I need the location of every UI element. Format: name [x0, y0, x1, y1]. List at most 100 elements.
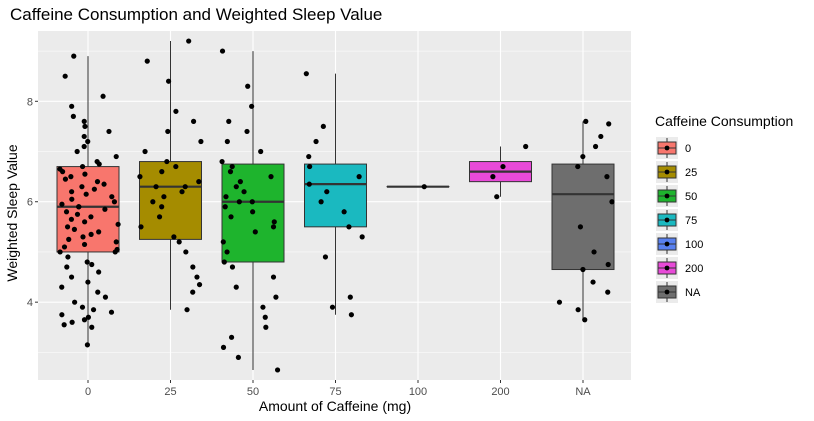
data-point-0: [115, 221, 121, 227]
data-point-50: [226, 118, 232, 124]
data-point-50: [224, 249, 230, 255]
data-point-50: [260, 304, 266, 310]
y-tick-label: 6: [27, 197, 33, 209]
legend-label: 200: [685, 263, 703, 275]
data-point-0: [61, 244, 68, 250]
data-point-0: [83, 191, 89, 197]
box-body: [304, 163, 367, 228]
data-point-0: [85, 314, 91, 320]
x-tick-label: 75: [329, 386, 341, 398]
data-point-25: [184, 307, 190, 313]
box-layer: [56, 41, 615, 370]
data-point-50: [250, 209, 256, 215]
data-point-25: [179, 189, 185, 195]
data-point-200: [500, 163, 506, 170]
data-point-0: [96, 269, 102, 275]
data-point-NA: [580, 153, 586, 160]
data-point-0: [88, 231, 94, 237]
data-point-NA: [580, 266, 586, 273]
data-point-25: [165, 128, 171, 135]
legend-label: NA: [685, 287, 701, 299]
data-point-75: [341, 209, 347, 215]
data-point-0: [62, 73, 68, 79]
data-point-0: [95, 289, 101, 295]
legend-item-50: 50: [656, 185, 697, 207]
data-point-50: [271, 219, 277, 225]
data-point-50: [245, 83, 251, 89]
data-point-0: [85, 279, 91, 285]
data-point-50: [228, 214, 234, 220]
legend-label: 0: [685, 143, 691, 155]
data-point-0: [113, 239, 119, 245]
data-point-50: [233, 284, 239, 290]
legend-item-200: 200: [656, 257, 703, 279]
data-point-50: [219, 158, 225, 165]
data-point-25: [153, 184, 159, 190]
data-point-0: [69, 196, 75, 202]
legend-key-point: [664, 217, 670, 223]
data-point-0: [61, 322, 67, 328]
data-point-75: [348, 312, 354, 318]
data-point-50: [228, 334, 235, 340]
data-point-50: [235, 354, 241, 361]
data-point-0: [64, 224, 71, 230]
data-point-25: [150, 199, 156, 205]
x-tick-label: 0: [85, 386, 91, 398]
data-point-NA: [582, 317, 588, 323]
data-point-75: [306, 153, 312, 160]
y-axis-title: Weighted Sleep Value: [4, 144, 20, 281]
legend-item-75: 75: [656, 209, 697, 231]
data-point-50: [233, 184, 239, 190]
data-point-0: [79, 304, 86, 310]
x-axis-title: Amount of Caffeine (mg): [259, 398, 411, 414]
data-point-0: [59, 201, 65, 207]
data-point-50: [268, 174, 274, 180]
box-body: [139, 161, 202, 240]
box-25: [139, 41, 202, 310]
data-point-25: [138, 224, 144, 230]
data-point-0: [82, 219, 88, 225]
data-point-0: [69, 319, 75, 325]
data-point-50: [249, 103, 255, 109]
data-point-0: [59, 312, 65, 318]
data-point-50: [258, 148, 264, 155]
data-point-0: [57, 249, 63, 255]
legend-key-point: [664, 169, 670, 175]
box-NA: [551, 121, 615, 320]
data-point-25: [190, 264, 196, 270]
data-point-75: [303, 71, 309, 77]
x-axis-ticks: 0 25 50 75 100 200 NA: [85, 380, 591, 398]
data-point-0: [65, 254, 71, 260]
data-point-25: [159, 204, 165, 210]
data-point-25: [161, 194, 167, 200]
y-tick-label: 4: [27, 297, 33, 309]
data-point-NA: [556, 299, 563, 305]
data-point-0: [71, 226, 78, 232]
data-point-25: [182, 184, 188, 190]
data-point-0: [68, 216, 75, 222]
data-point-0: [106, 128, 112, 135]
data-point-NA: [591, 249, 597, 255]
data-point-25: [194, 274, 200, 280]
data-point-25: [186, 38, 192, 44]
data-point-0: [102, 294, 109, 300]
data-point-0: [74, 148, 80, 155]
data-point-NA: [575, 307, 581, 313]
data-point-75: [324, 189, 330, 195]
data-point-NA: [605, 289, 611, 295]
data-point-75: [347, 294, 353, 300]
data-point-50: [224, 138, 230, 145]
data-point-200: [494, 194, 500, 200]
data-point-25: [165, 78, 172, 84]
data-point-75: [356, 174, 362, 180]
data-point-0: [102, 206, 108, 212]
data-point-0: [85, 138, 91, 145]
data-point-75: [320, 123, 326, 130]
data-point-25: [198, 138, 204, 145]
legend: Caffeine Consumption 0 25 50 75 100 200 NA: [655, 113, 793, 303]
data-point-0: [71, 53, 77, 59]
legend-title: Caffeine Consumption: [655, 113, 793, 129]
box-200: [469, 146, 532, 197]
x-tick-label: 50: [247, 386, 259, 398]
data-point-0: [63, 209, 70, 215]
